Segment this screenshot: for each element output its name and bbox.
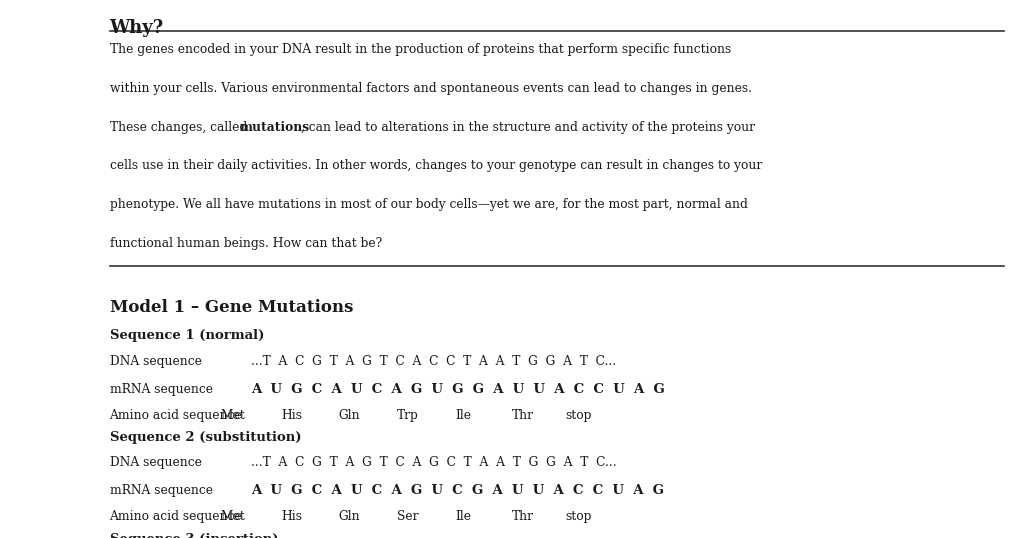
Text: , can lead to alterations in the structure and activity of the proteins your: , can lead to alterations in the structu… xyxy=(301,121,756,133)
Text: A  U  G  C  A  U  C  A  G  U  C  G  A  U  U  A  C  C  U  A  G: A U G C A U C A G U C G A U U A C C U A … xyxy=(251,484,664,497)
Text: His: His xyxy=(282,510,303,523)
Text: Thr: Thr xyxy=(512,510,534,523)
Text: These changes, called: These changes, called xyxy=(110,121,251,133)
Text: The genes encoded in your DNA result in the production of proteins that perform : The genes encoded in your DNA result in … xyxy=(110,43,731,56)
Text: Gln: Gln xyxy=(338,409,359,422)
Text: Sequence 2 (substitution): Sequence 2 (substitution) xyxy=(110,431,301,444)
Text: Ile: Ile xyxy=(456,510,472,523)
Text: functional human beings. How can that be?: functional human beings. How can that be… xyxy=(110,237,382,250)
Text: stop: stop xyxy=(565,510,592,523)
Text: His: His xyxy=(282,409,303,422)
Text: Amino acid sequence: Amino acid sequence xyxy=(110,409,243,422)
Text: Sequence 1 (normal): Sequence 1 (normal) xyxy=(110,329,264,342)
Text: Thr: Thr xyxy=(512,409,534,422)
Text: ...T  A  C  G  T  A  G  T  C  A  G  C  T  A  A  T  G  G  A  T  C...: ...T A C G T A G T C A G C T A A T G G A… xyxy=(251,456,616,469)
Text: Trp: Trp xyxy=(397,409,419,422)
Text: mRNA sequence: mRNA sequence xyxy=(110,484,213,497)
Text: Ile: Ile xyxy=(456,409,472,422)
Text: Met: Met xyxy=(220,409,245,422)
Text: mRNA sequence: mRNA sequence xyxy=(110,383,213,396)
Text: Ser: Ser xyxy=(397,510,419,523)
Text: A  U  G  C  A  U  C  A  G  U  G  G  A  U  U  A  C  C  U  A  G: A U G C A U C A G U G G A U U A C C U A … xyxy=(251,383,665,396)
Text: Met: Met xyxy=(220,510,245,523)
Text: mutations: mutations xyxy=(239,121,309,133)
Text: ...T  A  C  G  T  A  G  T  C  A  C  C  T  A  A  T  G  G  A  T  C...: ...T A C G T A G T C A C C T A A T G G A… xyxy=(251,355,616,368)
Text: cells use in their daily activities. In other words, changes to your genotype ca: cells use in their daily activities. In … xyxy=(110,159,762,172)
Text: Model 1 – Gene Mutations: Model 1 – Gene Mutations xyxy=(110,299,353,316)
Text: Sequence 3 (insertion): Sequence 3 (insertion) xyxy=(110,533,279,538)
Text: Why?: Why? xyxy=(110,19,164,37)
Text: Amino acid sequence: Amino acid sequence xyxy=(110,510,243,523)
Text: DNA sequence: DNA sequence xyxy=(110,456,202,469)
Text: within your cells. Various environmental factors and spontaneous events can lead: within your cells. Various environmental… xyxy=(110,82,752,95)
Text: stop: stop xyxy=(565,409,592,422)
Text: phenotype. We all have mutations in most of our body cells—yet we are, for the m: phenotype. We all have mutations in most… xyxy=(110,198,748,211)
Text: DNA sequence: DNA sequence xyxy=(110,355,202,368)
Text: Gln: Gln xyxy=(338,510,359,523)
